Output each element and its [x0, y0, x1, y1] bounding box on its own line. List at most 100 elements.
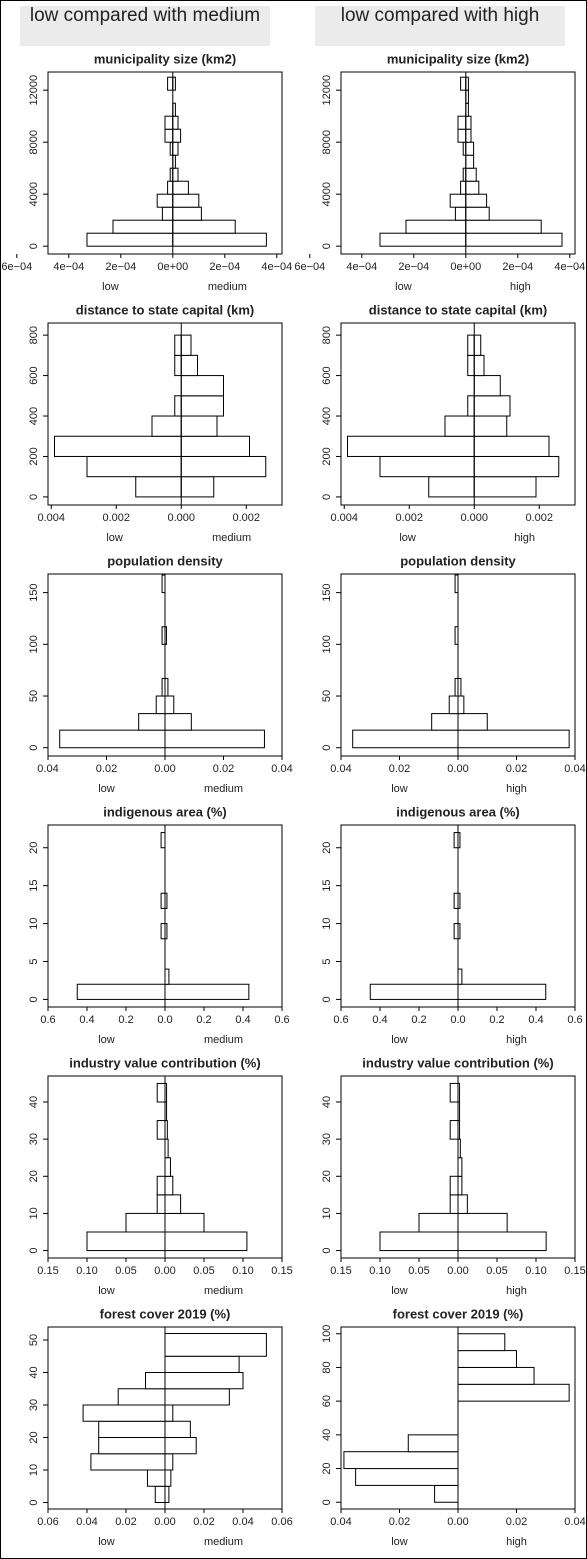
y-tick-label: 80	[321, 1361, 333, 1373]
y-tick-label: 10	[28, 1207, 40, 1219]
plot-frame	[47, 824, 283, 1008]
x-tick-label: 0.04	[330, 763, 351, 775]
x-tick-label: 0.15	[564, 1265, 585, 1277]
x-tick-label: 0.00	[154, 763, 175, 775]
y-tick-label: 800	[321, 326, 333, 344]
panel: distance to state capital (km) 0 200 400 600…	[321, 302, 576, 544]
series-label: low	[98, 1285, 115, 1297]
bar	[473, 395, 511, 417]
column-header: low compared with high	[315, 6, 565, 46]
bar	[164, 1469, 172, 1487]
bar	[172, 193, 200, 208]
y-tick-label: 15	[28, 880, 40, 892]
bar	[457, 695, 465, 715]
x-tick-label: 0.0	[450, 1014, 465, 1026]
y-tick-label: 40	[321, 1429, 333, 1441]
panel-title: forest cover 2019 (%)	[393, 1306, 524, 1321]
bar	[174, 334, 182, 356]
y-tick-label: 20	[321, 842, 333, 854]
x-tick-label: 0.02	[506, 763, 527, 775]
x-tick-label: 4e−04	[261, 261, 292, 273]
panel: population density 0 50 100 150 0.04 0.02 0.00 0…	[321, 553, 586, 794]
bar	[418, 1212, 459, 1233]
bar	[156, 1175, 166, 1196]
bar	[465, 154, 475, 169]
bar	[465, 128, 472, 143]
bar	[167, 180, 174, 195]
y-tick-label: 10	[321, 1207, 333, 1219]
plot-frame	[340, 824, 576, 1008]
x-tick-label: 0.6	[333, 1014, 348, 1026]
bar	[125, 1212, 166, 1233]
series-label: low	[106, 532, 123, 544]
bar	[454, 206, 467, 221]
bar	[460, 76, 467, 91]
panel-title: population density	[400, 553, 516, 568]
bar	[164, 713, 192, 731]
bar	[164, 1212, 205, 1233]
bar	[434, 1484, 459, 1503]
bar	[457, 1212, 508, 1233]
panel: forest cover 2019 (%) 0 10 20 30 40 50 0.06 0.04…	[28, 1306, 293, 1547]
bar	[164, 1372, 244, 1390]
bar	[172, 180, 189, 195]
plot-frame	[340, 1075, 576, 1259]
bar	[164, 128, 174, 143]
panel-title: industry value contribution (%)	[362, 1055, 553, 1070]
bar	[160, 832, 166, 849]
bar	[465, 193, 488, 208]
bar	[86, 455, 182, 478]
bar	[473, 334, 482, 356]
bar	[172, 141, 179, 156]
y-tick-label: 50	[28, 1334, 40, 1346]
y-tick-label: 50	[321, 690, 333, 702]
bar	[465, 206, 490, 221]
y-tick-label: 200	[28, 447, 40, 465]
y-tick-label: 0	[28, 1499, 40, 1505]
bar	[465, 167, 477, 182]
series-label: medium	[204, 1285, 243, 1297]
x-tick-label: 0.05	[115, 1265, 136, 1277]
series-label: medium	[204, 1034, 243, 1046]
x-tick-label: 2e−04	[398, 261, 429, 273]
bar	[154, 1485, 166, 1503]
x-tick-label: 2e−04	[105, 261, 136, 273]
bar	[453, 923, 459, 940]
series-label: low	[399, 532, 416, 544]
y-tick-label: 20	[321, 1462, 333, 1474]
bar	[164, 729, 265, 749]
plot-frame	[47, 1326, 283, 1510]
x-tick-label: 0.04	[37, 763, 58, 775]
bar	[161, 206, 174, 221]
bar	[156, 193, 174, 208]
y-tick-label: 100	[321, 1325, 333, 1343]
bar	[453, 892, 459, 909]
panel-title: indigenous area (%)	[396, 804, 520, 819]
bar	[473, 354, 485, 377]
bar	[117, 1388, 166, 1406]
bar	[180, 334, 192, 356]
bar	[473, 415, 508, 437]
bar	[457, 1333, 506, 1352]
bar	[407, 1434, 459, 1453]
series-label: low	[391, 1285, 408, 1297]
y-tick-label: 40	[28, 1366, 40, 1378]
x-tick-label: 0.000	[460, 512, 488, 524]
y-tick-label: 20	[28, 1431, 40, 1443]
bar	[379, 1231, 459, 1252]
y-tick-label: 0	[321, 996, 333, 1002]
x-tick-label: 0.002	[232, 512, 260, 524]
series-label: high	[506, 1034, 527, 1046]
bar	[174, 354, 182, 377]
bar	[160, 892, 166, 909]
x-tick-label: 0.000	[167, 512, 195, 524]
x-tick-label: 0.004	[330, 512, 358, 524]
y-tick-label: 0	[28, 243, 40, 249]
plot-frame	[47, 322, 283, 506]
x-tick-label: 0.6	[274, 1014, 289, 1026]
bar	[156, 1120, 166, 1140]
x-tick-label: 0.05	[193, 1265, 214, 1277]
bar	[467, 334, 475, 356]
y-tick-label: 5	[321, 958, 333, 964]
bar	[172, 206, 202, 221]
